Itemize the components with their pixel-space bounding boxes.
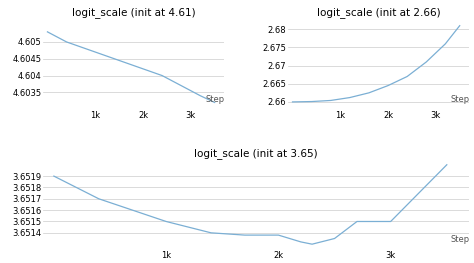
Title: logit_scale (init at 3.65): logit_scale (init at 3.65) xyxy=(194,148,318,159)
Text: Step: Step xyxy=(450,235,469,244)
Text: Step: Step xyxy=(205,95,224,104)
Title: logit_scale (init at 2.66): logit_scale (init at 2.66) xyxy=(317,8,440,18)
Title: logit_scale (init at 4.61): logit_scale (init at 4.61) xyxy=(72,8,195,18)
Text: Step: Step xyxy=(450,95,469,104)
